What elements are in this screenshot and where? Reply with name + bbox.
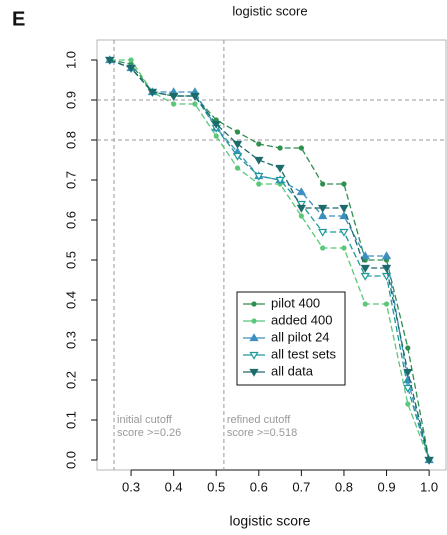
annotation: refined cutoff [227, 414, 291, 426]
marker [275, 164, 285, 173]
legend-label: pilot 400 [271, 295, 320, 310]
marker [318, 228, 328, 237]
annotation: score >=0.518 [227, 427, 297, 439]
marker [168, 92, 179, 101]
marker [213, 133, 219, 139]
marker [249, 351, 259, 360]
legend-label: added 400 [271, 312, 332, 327]
x-axis-label: logistic score [230, 513, 311, 529]
marker [232, 140, 243, 149]
marker [232, 152, 243, 161]
plot-frame [96, 39, 447, 471]
marker [383, 301, 390, 307]
y-tick-label: 0.7 [63, 171, 78, 189]
marker [254, 156, 264, 165]
y-tick-label: 0.9 [63, 91, 78, 109]
marker [405, 345, 411, 351]
marker [403, 384, 413, 393]
series-line [109, 59, 430, 461]
x-tick-label: 0.7 [292, 479, 310, 494]
y-tick-label: 0.6 [63, 211, 78, 229]
marker [190, 92, 200, 101]
marker [296, 187, 307, 196]
annotation: score >=0.26 [117, 427, 181, 439]
marker [320, 245, 326, 251]
panel-label: E [12, 8, 25, 30]
y-tick-label: 0.2 [63, 371, 78, 389]
legend-label: all pilot 24 [271, 329, 330, 344]
marker [192, 101, 198, 107]
marker [128, 57, 134, 63]
marker [339, 228, 349, 237]
marker [403, 368, 413, 377]
marker [298, 213, 304, 219]
y-tick-label: 1.0 [63, 51, 78, 69]
marker [251, 301, 257, 307]
marker [381, 264, 392, 273]
x-tick-label: 0.4 [165, 479, 183, 494]
marker [249, 368, 259, 377]
marker [405, 401, 411, 407]
marker [360, 264, 370, 273]
y-tick-label: 0.1 [63, 411, 78, 429]
marker [341, 245, 347, 251]
x-tick-label: 0.9 [377, 479, 395, 494]
marker [254, 172, 264, 181]
marker [275, 176, 285, 185]
y-tick-label: 0.8 [63, 131, 78, 149]
marker [256, 181, 262, 187]
marker [424, 456, 434, 465]
marker [277, 145, 283, 151]
marker [296, 204, 307, 213]
marker [381, 251, 392, 260]
x-tick-label: 1.0 [420, 479, 438, 494]
annotation: initial cutoff [117, 414, 173, 426]
marker [251, 318, 257, 324]
series-line [109, 59, 430, 461]
marker [171, 101, 177, 107]
marker [318, 204, 328, 213]
marker [362, 301, 368, 307]
marker [256, 141, 262, 147]
marker [339, 211, 349, 220]
x-tick-label: 0.6 [250, 479, 268, 494]
marker [126, 64, 136, 73]
marker [147, 88, 158, 97]
series-line [109, 59, 430, 461]
x-tick-label: 0.3 [122, 479, 140, 494]
legend-label: all test sets [271, 346, 337, 361]
marker [320, 181, 326, 187]
series-line [109, 59, 430, 461]
y-tick-label: 0.5 [63, 251, 78, 269]
y-tick-label: 0.3 [63, 331, 78, 349]
marker [105, 56, 115, 65]
marker [298, 145, 304, 151]
y-tick-label: 0.4 [63, 291, 78, 309]
legend-label: all data [271, 363, 314, 378]
marker [249, 333, 259, 342]
marker [341, 181, 347, 187]
marker [360, 251, 370, 260]
marker [234, 129, 241, 135]
marker [339, 204, 349, 213]
marker [318, 211, 328, 220]
chart-title: logistic score [232, 3, 307, 18]
x-tick-label: 0.5 [207, 479, 225, 494]
marker [211, 120, 221, 129]
marker [360, 272, 370, 281]
marker [234, 165, 241, 171]
y-tick-label: 0.0 [63, 451, 78, 469]
x-tick-label: 0.8 [335, 479, 353, 494]
